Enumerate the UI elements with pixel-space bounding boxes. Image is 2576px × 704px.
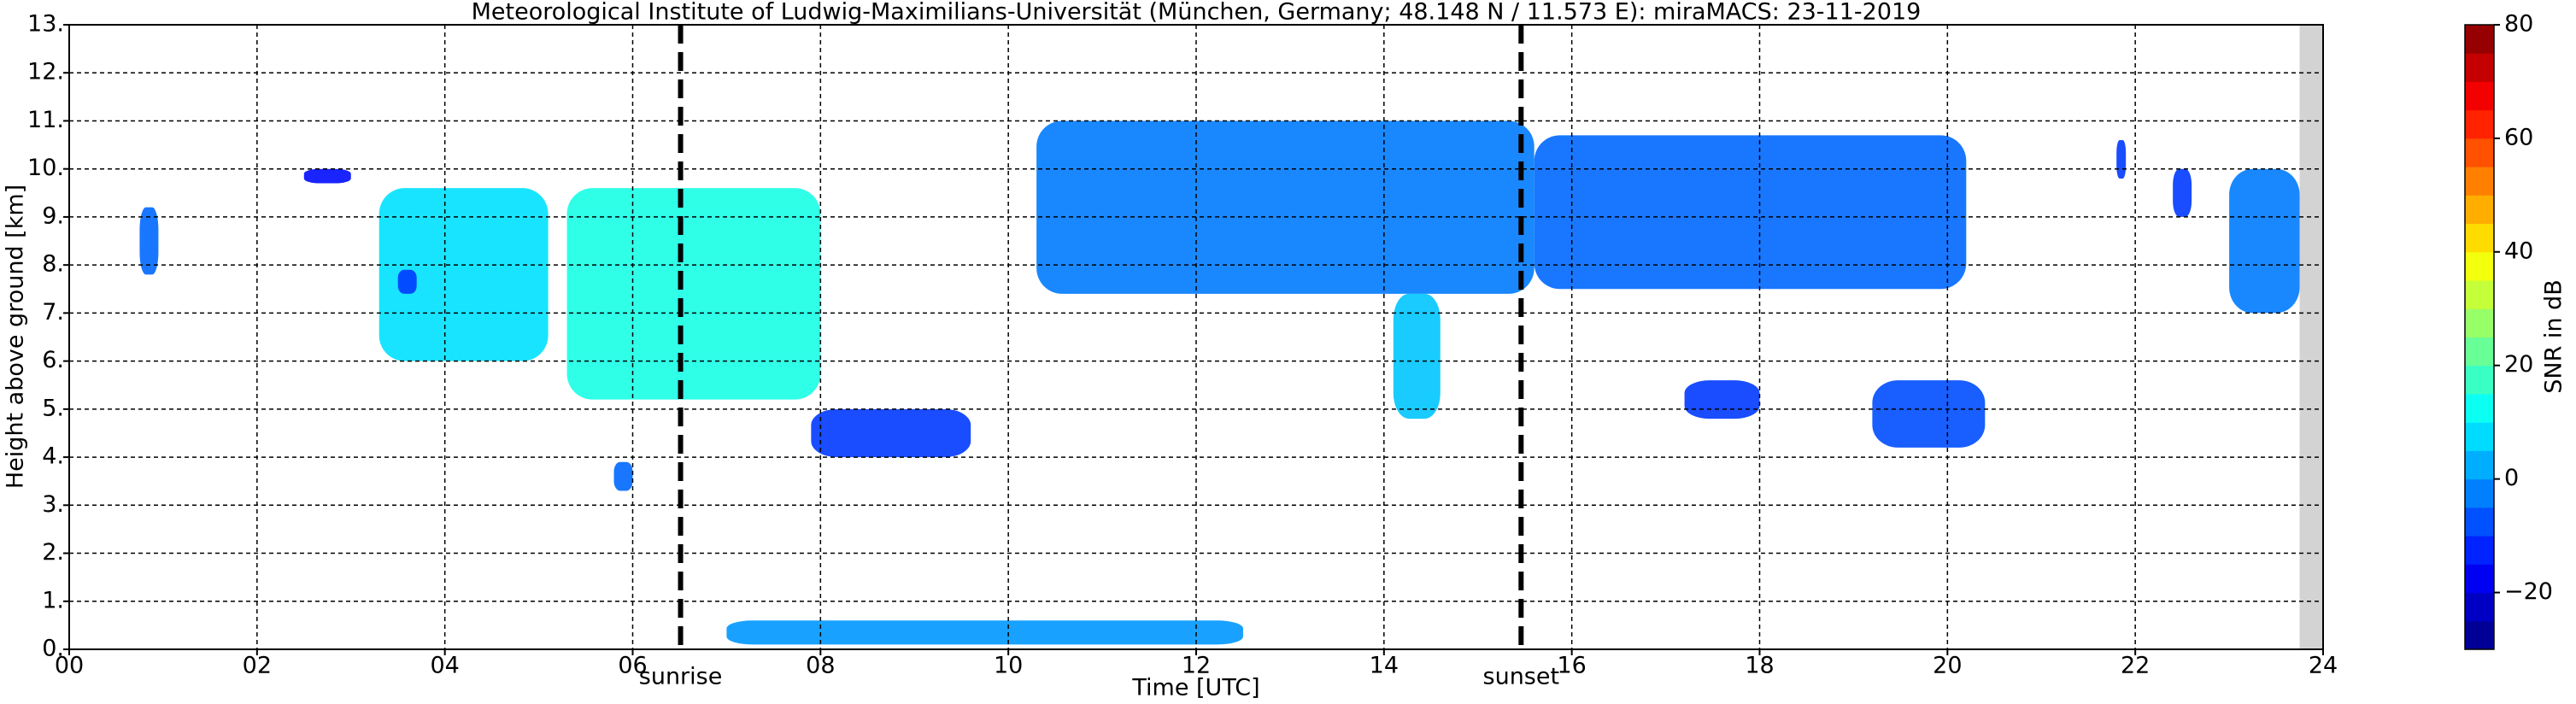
colorbar-band	[2465, 138, 2494, 167]
echo-region	[378, 188, 549, 361]
echo-region	[1684, 380, 1760, 419]
colorbar-band	[2465, 478, 2494, 508]
x-tick-label: 02	[243, 653, 272, 679]
x-tick-label: 24	[2309, 653, 2338, 679]
echo-region	[2173, 168, 2192, 217]
x-tick-label: 12	[1182, 653, 1211, 679]
colorbar-band	[2465, 223, 2494, 253]
echo-region	[811, 408, 971, 458]
colorbar-band	[2465, 308, 2494, 337]
y-tick-label: 6.	[42, 347, 64, 373]
colorbar-tick-label: 80	[2504, 11, 2533, 38]
x-tick-label: 14	[1370, 653, 1399, 679]
sun-marker-label: sunset	[1483, 664, 1560, 690]
x-tick-label: 16	[1557, 653, 1586, 679]
x-tick-label: 06	[618, 653, 647, 679]
y-tick-label: 10.	[27, 155, 64, 181]
colorbar-band	[2465, 251, 2494, 281]
colorbar-band	[2465, 53, 2494, 82]
echo-region	[1534, 135, 1967, 290]
colorbar-band	[2465, 592, 2494, 622]
colorbar-frame	[2464, 24, 2495, 650]
colorbar-band	[2465, 365, 2494, 395]
colorbar-band	[2465, 393, 2494, 423]
sun-marker-label: sunrise	[639, 664, 723, 690]
echo-region	[613, 461, 633, 491]
echo-region	[2116, 139, 2127, 179]
no-data-region	[2299, 25, 2323, 649]
y-tick-label: 5.	[42, 395, 64, 421]
plot-frame	[68, 24, 2324, 650]
colorbar-tick-label: 0	[2504, 465, 2519, 491]
y-tick-label: 13.	[27, 11, 64, 38]
x-tick-label: 00	[55, 653, 84, 679]
colorbar-label: SNR in dB	[2541, 279, 2567, 394]
y-tick-label: 1.	[42, 587, 64, 613]
colorbar-band	[2465, 25, 2494, 54]
colorbar-tick-label: 40	[2504, 238, 2533, 264]
y-axis-label: Height above ground [km]	[3, 185, 29, 489]
x-tick-label: 22	[2121, 653, 2150, 679]
echo-region	[1872, 380, 1986, 448]
echo-region	[566, 188, 821, 400]
colorbar-band	[2465, 167, 2494, 196]
colorbar-band	[2465, 507, 2494, 537]
echo-region	[1036, 120, 1534, 294]
colorbar-band	[2465, 81, 2494, 111]
x-tick-label: 18	[1745, 653, 1774, 679]
colorbar-tick-label: 20	[2504, 351, 2533, 378]
colorbar-band	[2465, 195, 2494, 225]
colorbar-tick-label: −20	[2504, 578, 2553, 605]
y-tick-label: 11.	[27, 107, 64, 133]
colorbar-band	[2465, 109, 2494, 139]
echo-region	[139, 207, 159, 275]
x-tick-label: 10	[994, 653, 1023, 679]
echo-region	[1393, 293, 1441, 419]
y-tick-label: 9.	[42, 202, 64, 229]
x-tick-label: 04	[430, 653, 459, 679]
colorbar-tick-label: 60	[2504, 124, 2533, 150]
y-tick-label: 0.	[42, 636, 64, 662]
x-tick-label: 08	[806, 653, 835, 679]
echo-region	[726, 620, 1243, 645]
y-tick-label: 8.	[42, 251, 64, 278]
echo-region	[2229, 168, 2300, 314]
colorbar-band	[2465, 422, 2494, 451]
y-tick-label: 3.	[42, 491, 64, 518]
colorbar-band	[2465, 337, 2494, 367]
colorbar-band	[2465, 536, 2494, 565]
colorbar-band	[2465, 564, 2494, 594]
y-tick-label: 7.	[42, 299, 64, 326]
y-tick-label: 4.	[42, 443, 64, 470]
colorbar-band	[2465, 280, 2494, 309]
x-tick-label: 20	[1933, 653, 1962, 679]
colorbar-band	[2465, 620, 2494, 650]
x-axis-label: Time [UTC]	[1131, 675, 1259, 701]
echo-region	[397, 269, 417, 294]
echo-region	[303, 168, 351, 184]
chart-title: Meteorological Institute of Ludwig-Maxim…	[472, 0, 1922, 26]
y-tick-label: 2.	[42, 539, 64, 566]
colorbar-band	[2465, 450, 2494, 480]
y-tick-label: 12.	[27, 59, 64, 85]
